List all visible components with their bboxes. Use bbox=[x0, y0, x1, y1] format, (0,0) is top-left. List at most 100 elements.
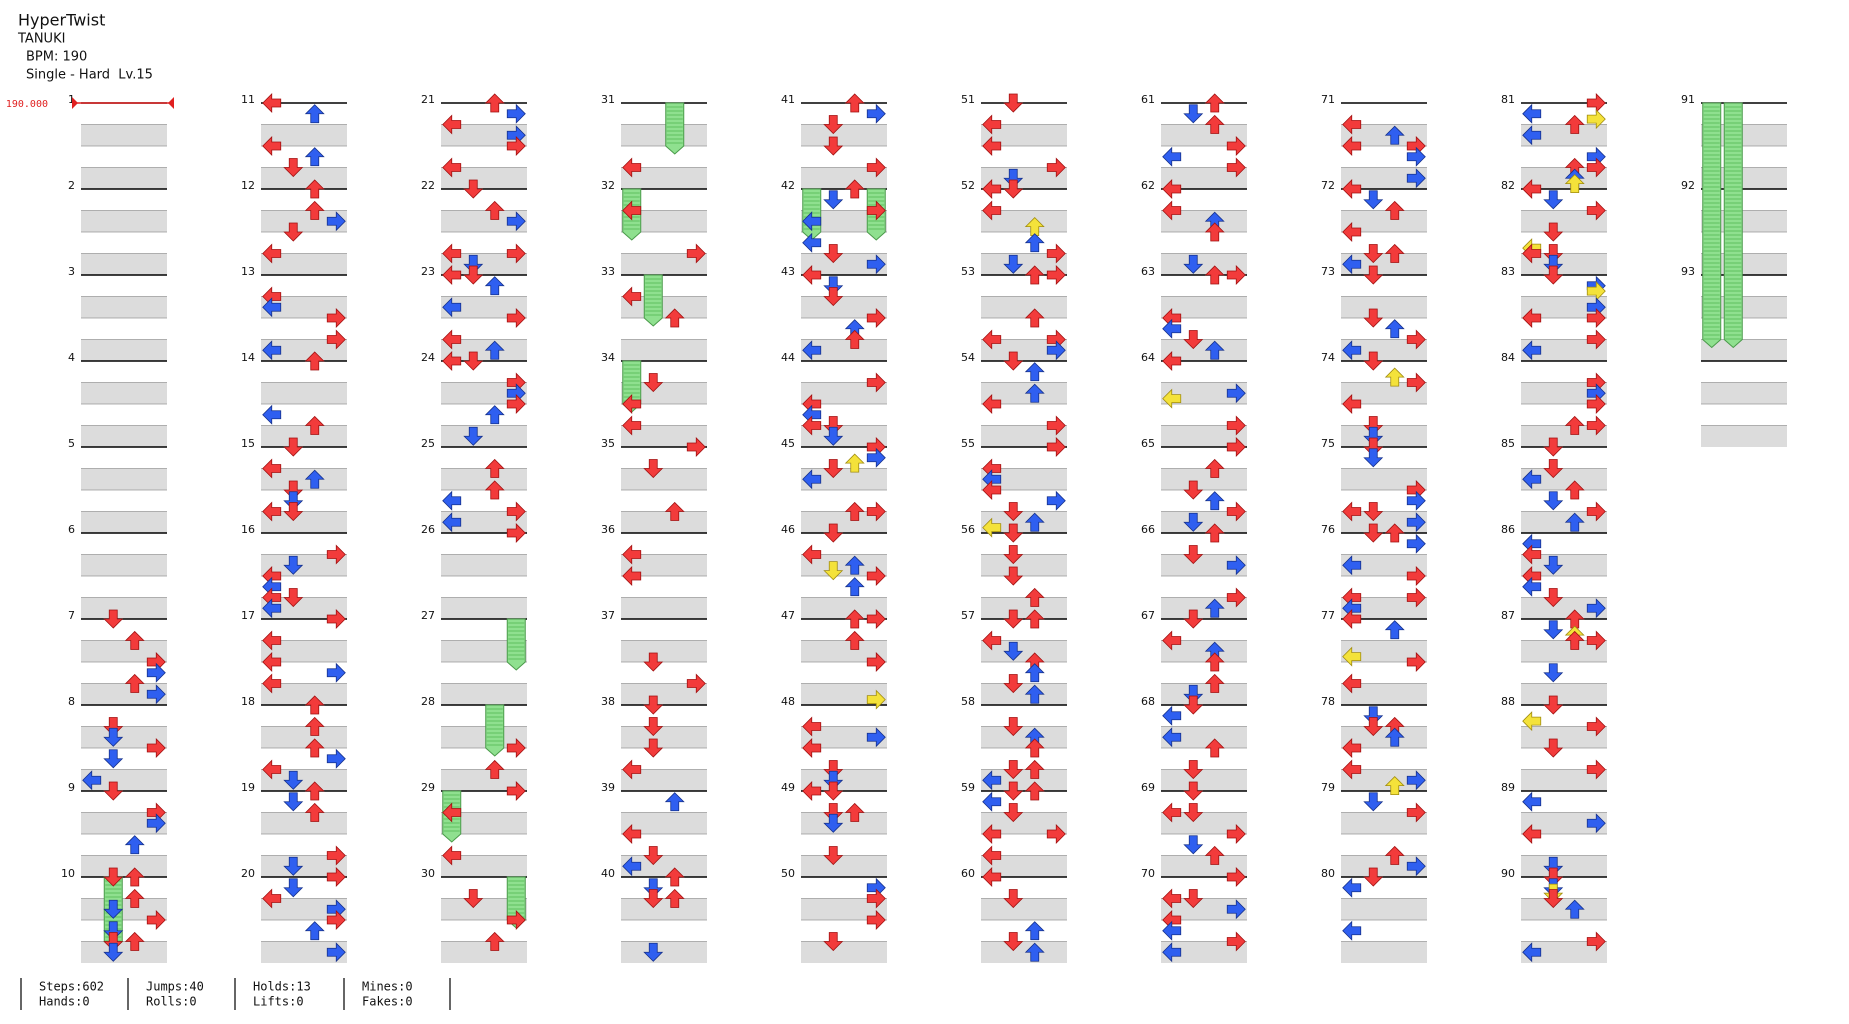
beat-band bbox=[441, 683, 527, 705]
arrow bbox=[1046, 490, 1066, 511]
measure-number: 84 bbox=[1501, 351, 1515, 364]
measure-number: 62 bbox=[1141, 179, 1155, 192]
arrow bbox=[506, 308, 526, 328]
arrow bbox=[1162, 179, 1182, 199]
arrow bbox=[866, 727, 886, 748]
arrow bbox=[283, 158, 304, 178]
beat-band bbox=[441, 726, 527, 748]
measure-number: 19 bbox=[241, 781, 255, 794]
arrow bbox=[1024, 921, 1045, 941]
arrow bbox=[506, 243, 526, 264]
measure-number: 81 bbox=[1501, 93, 1515, 106]
arrow bbox=[643, 373, 664, 393]
beat-band bbox=[261, 640, 347, 662]
measure-number: 46 bbox=[781, 523, 795, 536]
arrow bbox=[1543, 867, 1564, 887]
arrow bbox=[463, 254, 484, 274]
beat-band bbox=[1521, 210, 1607, 232]
arrow bbox=[1522, 469, 1542, 490]
arrow bbox=[1162, 705, 1182, 726]
beat-band bbox=[261, 296, 347, 318]
arrow bbox=[1406, 146, 1426, 167]
beat-band bbox=[261, 124, 347, 146]
measure-number: 10 bbox=[61, 867, 75, 880]
arrow bbox=[304, 104, 325, 124]
arrow bbox=[1183, 609, 1204, 629]
arrow bbox=[1003, 254, 1024, 274]
arrow bbox=[1363, 426, 1384, 446]
beat-band bbox=[1521, 812, 1607, 834]
arrow bbox=[982, 200, 1002, 221]
beat-band bbox=[1161, 640, 1247, 662]
arrow bbox=[1342, 179, 1362, 199]
measure-number: 4 bbox=[68, 351, 75, 364]
measure-number: 61 bbox=[1141, 93, 1155, 106]
measure-number: 75 bbox=[1321, 437, 1335, 450]
arrow bbox=[686, 673, 706, 694]
arrow bbox=[124, 867, 145, 887]
beat-band bbox=[1701, 253, 1787, 275]
arrow bbox=[283, 555, 304, 575]
arrow bbox=[1204, 738, 1225, 758]
arrow bbox=[1226, 437, 1246, 457]
arrow bbox=[664, 792, 685, 812]
measure-number: 9 bbox=[68, 781, 75, 794]
beat-band bbox=[1341, 898, 1427, 920]
arrow bbox=[1406, 372, 1426, 393]
arrow bbox=[1363, 706, 1384, 726]
beat-band bbox=[981, 855, 1067, 877]
beat-band bbox=[801, 468, 887, 490]
arrow bbox=[866, 447, 886, 468]
arrow bbox=[982, 114, 1002, 135]
arrow bbox=[442, 243, 462, 264]
arrow bbox=[1342, 920, 1362, 941]
beat-band bbox=[981, 726, 1067, 748]
arrow bbox=[622, 157, 642, 178]
arrow bbox=[802, 716, 822, 737]
measure-number: 72 bbox=[1321, 179, 1335, 192]
measure-number: 2 bbox=[68, 179, 75, 192]
arrow bbox=[1384, 125, 1405, 145]
arrow bbox=[1586, 394, 1606, 414]
arrow bbox=[1406, 168, 1426, 189]
beat-band bbox=[1161, 726, 1247, 748]
beat-band bbox=[1161, 769, 1247, 791]
beat-band bbox=[621, 511, 707, 533]
arrow bbox=[1162, 318, 1182, 339]
beat-band bbox=[621, 597, 707, 619]
beat-band bbox=[801, 769, 887, 791]
beat-band bbox=[1341, 468, 1427, 490]
beat-band bbox=[801, 898, 887, 920]
arrow bbox=[1342, 646, 1362, 667]
arrow bbox=[1586, 93, 1606, 113]
beat-band bbox=[261, 253, 347, 275]
arrow bbox=[1384, 523, 1405, 543]
arrow bbox=[283, 491, 304, 511]
arrow bbox=[304, 415, 325, 435]
arrow bbox=[1162, 727, 1182, 748]
arrow bbox=[484, 340, 505, 360]
beat-band bbox=[261, 855, 347, 877]
measure-number: 69 bbox=[1141, 781, 1155, 794]
arrow bbox=[283, 878, 304, 898]
measure-number: 89 bbox=[1501, 781, 1515, 794]
beat-band bbox=[261, 382, 347, 404]
arrow bbox=[622, 286, 642, 307]
arrow bbox=[823, 287, 844, 307]
arrow bbox=[1204, 93, 1225, 113]
arrow bbox=[1003, 760, 1024, 780]
beat-band bbox=[801, 167, 887, 189]
beat-band bbox=[621, 554, 707, 576]
measure-number: 64 bbox=[1141, 351, 1155, 364]
beat-band bbox=[801, 425, 887, 447]
arrow bbox=[304, 200, 325, 220]
arrow bbox=[1586, 598, 1606, 619]
arrow bbox=[283, 222, 304, 242]
bpm-marker: 190.000 bbox=[6, 99, 48, 110]
arrow bbox=[1363, 308, 1384, 328]
beat-band bbox=[441, 382, 527, 404]
arrow bbox=[1024, 362, 1045, 382]
arrow bbox=[1162, 888, 1182, 909]
measure-number: 63 bbox=[1141, 265, 1155, 278]
arrow bbox=[643, 878, 664, 898]
